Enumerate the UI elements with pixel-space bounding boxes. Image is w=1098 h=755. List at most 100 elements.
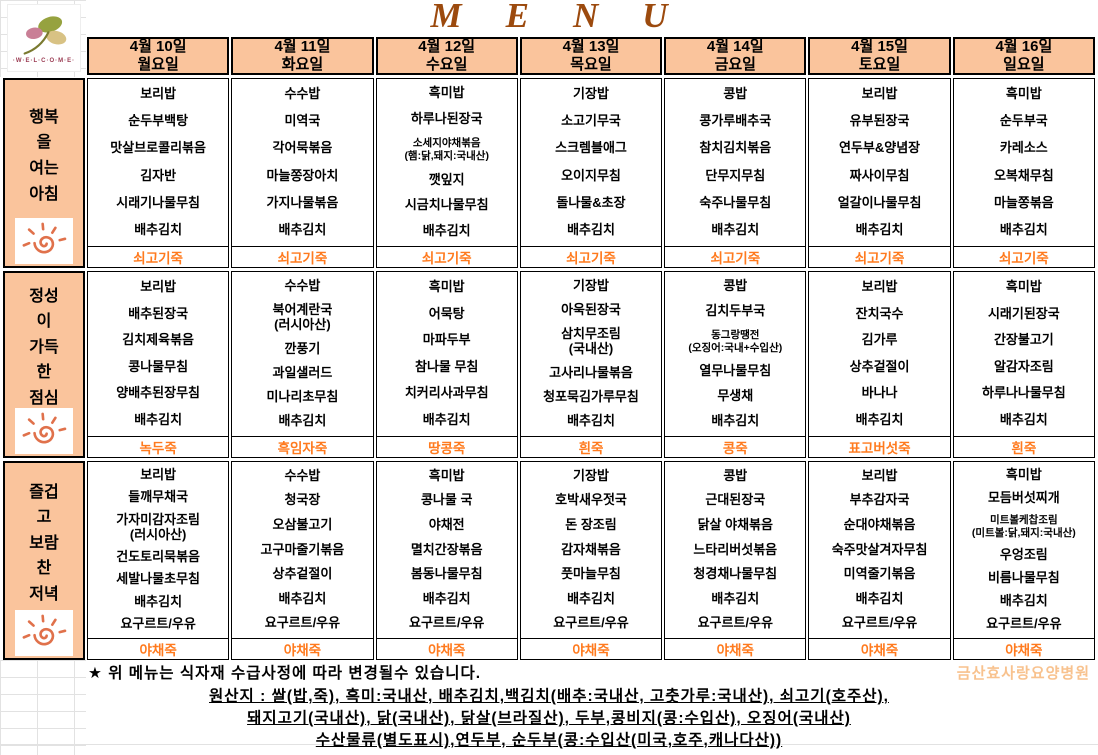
menu-item-text: 배추김치: [999, 592, 1048, 608]
menu-item: 배추된장국: [89, 306, 227, 322]
menu-item-text: 배추김치: [711, 221, 760, 237]
menu-item: 흑미밥: [955, 86, 1093, 102]
meal-cell-dinner-day4: 기장밥 호박새우젓국 돈 장조림 감자채볶음 풋마늘무침 배추김치 요구르트/우유 야채죽: [519, 461, 663, 660]
menu-item-text: 오삼불고기: [272, 516, 333, 532]
menu-item-text: 배추김치: [855, 590, 904, 606]
menu-item: 배추김치: [666, 221, 804, 238]
menu-item-origin: (오징어:국내+수입산): [688, 341, 783, 354]
header-date: 4월 12일: [418, 38, 476, 55]
porridge-label: 야채죽: [88, 638, 229, 659]
menu-item-text: 요구르트/우유: [553, 615, 629, 631]
menu-item: 비름나물무침: [955, 570, 1093, 586]
porridge-label: 흰죽: [520, 436, 662, 457]
header-day-1: 4월 10일 월요일: [87, 37, 230, 75]
menu-item: 흑미밥: [955, 467, 1093, 483]
menu-item-text: 상추겉절이: [272, 566, 333, 582]
menu-item: 배추김치: [378, 223, 516, 239]
meal-items: 흑미밥 순두부국 카레소스 오복채무침 마늘쫑볶음 배추김치: [954, 79, 1094, 246]
menu-item-text: 야채전: [428, 516, 465, 532]
menu-item-text: 요구르트/우유: [697, 615, 773, 631]
meal-cell-dinner-day2: 수수밥 청국장 오삼불고기 고구마줄기볶음 상추겉절이 배추김치 요구르트/우유 야채죽: [231, 461, 374, 660]
menu-item-text: 콩밥: [723, 278, 748, 293]
menu-table: 행복 을 여는 아침 정성 이 가득 한 점심 즐겁 고 보람 찬 저녁: [3, 37, 1095, 660]
menu-item-text: 치커리사과무침: [404, 385, 489, 401]
meal-items: 보리밥 유부된장국 연두부&양념장 짜사이무침 얼갈이나물무침 배추김치: [809, 79, 949, 246]
meal-cell-dinner-day1: 보리밥 들깨무채국 가자미감자조림 (러시아산) 건도토리묵볶음 세발나물초무침 배추김치 요…: [87, 461, 230, 660]
menu-item: 시래기나물무침: [89, 195, 227, 211]
porridge-label: 야채죽: [953, 638, 1094, 659]
menu-item: 흑미밥: [378, 279, 516, 295]
meal-items: 기장밥 소고기무국 스크렘블애그 오이지무침 돌나물&초장 배추김치: [521, 79, 661, 246]
menu-item-text: 순두부백탕: [128, 113, 189, 129]
menu-item-text: 들깨무채국: [128, 489, 189, 505]
meal-cell-lunch-day3: 흑미밥 어묵탕 마파두부 참나물 무침 치커리사과무침 배추김치 땅콩죽: [375, 271, 518, 458]
menu-item-text: 미나리초무침: [266, 389, 339, 405]
menu-item-text: 바나나: [861, 385, 898, 401]
menu-item-text: 배추김치: [711, 413, 760, 429]
menu-item-origin: (국내산): [568, 340, 614, 356]
menu-item-text: 하루나나물무침: [981, 385, 1066, 401]
menu-item: 풋마늘무침: [522, 566, 660, 582]
header-weekday: 화요일: [281, 56, 324, 73]
menu-item: 미역줄기볶음: [810, 566, 948, 582]
menu-item-text: 시래기된장국: [987, 305, 1060, 321]
header-weekday: 일요일: [1003, 56, 1045, 73]
porridge-label: 야채죽: [520, 638, 662, 659]
meal-items: 수수밥 북어계란국 (러시아산) 깐풍기 과일샐러드 미나리초무침 배추김치: [232, 272, 372, 436]
menu-item: 세발나물초무침: [89, 571, 227, 587]
menu-item: 상추겉절이: [810, 359, 948, 375]
menu-item-text: 요구르트/우유: [409, 615, 485, 631]
header-day-3: 4월 12일 수요일: [375, 37, 518, 75]
menu-item: 우엉조림: [955, 546, 1093, 563]
header-day-7: 4월 16일 일요일: [952, 37, 1095, 75]
sun-swirl-icon-box: [15, 218, 73, 264]
menu-item-text: 배추김치: [278, 221, 327, 237]
menu-item-text: 마늘쫑장아치: [266, 167, 339, 183]
menu-item: 기장밥: [522, 468, 660, 484]
meal-cell-breakfast-day2: 수수밥 미역국 각어묵볶음 마늘쫑장아치 가지나물볶음 배추김치 쇠고기죽: [231, 78, 374, 268]
menu-item: 배추김치: [233, 221, 371, 238]
menu-item-text: 깻잎지: [428, 171, 465, 187]
meal-cell-lunch-day6: 보리밥 잔치국수 김가루 상추겉절이 바나나 배추김치 표고버섯죽: [808, 271, 951, 458]
menu-item: 순두부백탕: [89, 113, 227, 129]
menu-item-text: 흑미밥: [1005, 278, 1042, 294]
menu-item-text: 콩나물무침: [128, 358, 189, 374]
menu-item: 깐풍기: [233, 341, 371, 357]
menu-item: 맛살브로콜리볶음: [89, 140, 227, 156]
menu-item-text: 과일샐러드: [272, 365, 333, 381]
menu-item: 요구르트/우유: [666, 615, 804, 631]
menu-item: 흑미밥: [378, 468, 516, 484]
menu-item-text: 배추김치: [855, 221, 904, 237]
menu-item-text: 배추김치: [999, 221, 1048, 237]
sidebar-label-dinner: 즐겁 고 보람 찬 저녁: [29, 483, 59, 603]
menu-item: 김자반: [89, 168, 227, 184]
menu-item-text: 단무지무침: [705, 167, 766, 183]
menu-item: 배추김치: [378, 591, 516, 607]
menu-item: 배추김치: [955, 412, 1093, 428]
origin-note-line-3: 수산물류(별도표시),연두부, 순두부(콩:수입산(미국,호주,캐나다산)): [315, 732, 783, 749]
menu-item-text: 호박새우젓국: [555, 492, 627, 508]
menu-item-text: 양배추된장무침: [116, 385, 200, 401]
porridge-label: 쇠고기죽: [88, 246, 229, 267]
menu-item: 아욱된장국: [522, 302, 660, 318]
meal-items: 콩밥 김치두부국 동그랑땡전 (오징어:국내+수입산) 열무나물무침 무생채 배추김치: [665, 272, 805, 436]
menu-item: 숙주나물무침: [666, 195, 804, 211]
menu-item-text: 요구르트/우유: [264, 615, 341, 631]
menu-item: 간장불고기: [955, 332, 1093, 348]
menu-item: 수수밥: [233, 86, 371, 102]
header-date: 4월 16일: [995, 38, 1053, 55]
menu-item-text: 잔치국수: [855, 305, 904, 321]
sidebar-section-lunch: 정성 이 가득 한 점심: [3, 271, 85, 458]
header-day-6: 4월 15일 토요일: [808, 37, 951, 75]
menu-item-text: 배추김치: [567, 590, 615, 606]
menu-item: 수수밥: [233, 278, 371, 294]
meal-cell-breakfast-day5: 콩밥 콩가루배추국 참치김치볶음 단무지무침 숙주나물무침 배추김치 쇠고기죽: [664, 78, 807, 268]
menu-item: 순대야채볶음: [810, 517, 948, 533]
menu-item: 참치김치볶음: [666, 140, 804, 156]
menu-item: 스크렘블애그: [522, 140, 660, 156]
meal-items: 흑미밥 콩나물 국 야채전 멸치간장볶음 봄동나물무침 배추김치 요구르트/우유: [377, 462, 517, 638]
menu-item-text: 고구마줄기볶음: [260, 541, 345, 557]
menu-item-text: 우엉조림: [999, 546, 1048, 562]
porridge-label: 야채죽: [665, 638, 806, 659]
menu-item: 배추김치: [233, 413, 371, 429]
